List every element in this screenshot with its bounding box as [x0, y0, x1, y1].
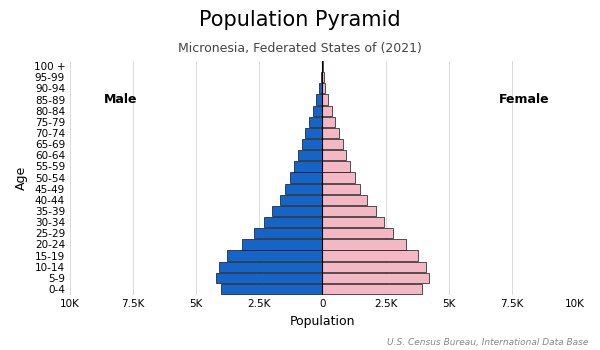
- Bar: [272, 206, 322, 216]
- Bar: [322, 273, 428, 283]
- Bar: [319, 83, 322, 93]
- Text: Micronesia, Federated States of (2021): Micronesia, Federated States of (2021): [178, 42, 422, 55]
- Bar: [322, 261, 426, 272]
- Bar: [298, 150, 322, 160]
- Bar: [227, 251, 322, 261]
- Bar: [322, 94, 328, 105]
- Bar: [322, 183, 360, 194]
- Bar: [294, 161, 322, 171]
- Bar: [322, 239, 406, 250]
- Bar: [322, 195, 367, 205]
- Bar: [322, 228, 393, 238]
- Bar: [322, 83, 325, 93]
- Bar: [321, 72, 322, 82]
- Bar: [254, 228, 322, 238]
- Text: U.S. Census Bureau, International Data Base: U.S. Census Bureau, International Data B…: [386, 337, 588, 346]
- Bar: [290, 173, 322, 183]
- Bar: [219, 261, 322, 272]
- Bar: [322, 139, 343, 149]
- Bar: [309, 117, 322, 127]
- Bar: [322, 128, 339, 138]
- Bar: [217, 273, 322, 283]
- Text: Population Pyramid: Population Pyramid: [199, 10, 401, 30]
- Bar: [316, 94, 322, 105]
- Bar: [322, 206, 376, 216]
- Bar: [280, 195, 322, 205]
- Bar: [322, 251, 418, 261]
- Bar: [305, 128, 322, 138]
- Bar: [322, 173, 355, 183]
- Bar: [221, 284, 322, 294]
- Bar: [313, 106, 322, 116]
- Bar: [322, 72, 323, 82]
- Text: Male: Male: [104, 93, 137, 106]
- Bar: [285, 183, 322, 194]
- Bar: [322, 150, 346, 160]
- X-axis label: Population: Population: [290, 315, 355, 328]
- Y-axis label: Age: Age: [15, 166, 28, 190]
- Bar: [322, 117, 335, 127]
- Bar: [322, 284, 422, 294]
- Bar: [322, 61, 323, 71]
- Bar: [242, 239, 322, 250]
- Bar: [322, 217, 385, 227]
- Bar: [322, 161, 350, 171]
- Bar: [322, 106, 332, 116]
- Bar: [302, 139, 322, 149]
- Text: Female: Female: [499, 93, 550, 106]
- Bar: [265, 217, 322, 227]
